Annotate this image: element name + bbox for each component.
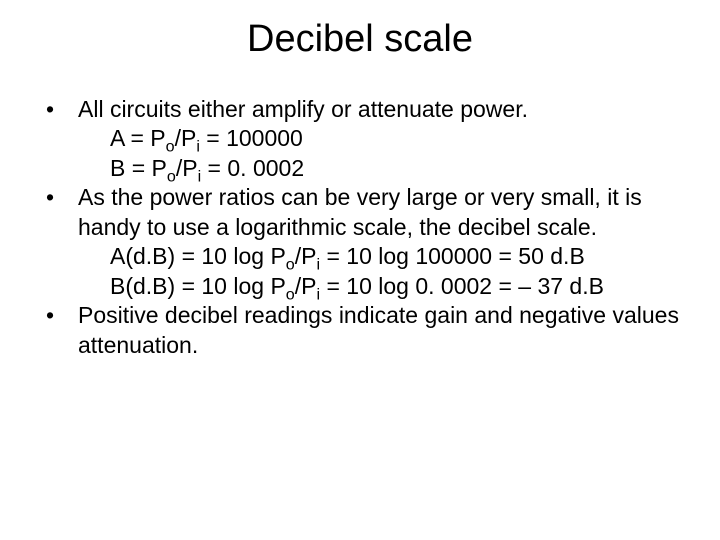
bullet-subline: B(d.B) = 10 log Po/Pi = 10 log 0. 0002 =… <box>40 272 680 301</box>
bullet-marker: • <box>40 183 78 212</box>
slide-body: • All circuits either amplify or attenua… <box>40 95 680 360</box>
bullet-subline: A(d.B) = 10 log Po/Pi = 10 log 100000 = … <box>40 242 680 271</box>
eq-part: /P <box>295 243 317 269</box>
eq-part: /P <box>176 155 198 181</box>
eq-part: = 10 log 100000 = 50 d.B <box>320 243 585 269</box>
bullet-item: • Positive decibel readings indicate gai… <box>40 301 680 360</box>
bullet-marker: • <box>40 301 78 330</box>
bullet-item: • All circuits either amplify or attenua… <box>40 95 680 124</box>
bullet-text: As the power ratios can be very large or… <box>78 183 680 242</box>
bullet-subline: B = Po/Pi = 0. 0002 <box>40 154 680 183</box>
bullet-text: All circuits either amplify or attenuate… <box>78 95 680 124</box>
eq-part: A = P <box>110 125 166 151</box>
bullet-item: • As the power ratios can be very large … <box>40 183 680 242</box>
eq-part: A(d.B) = 10 log P <box>110 243 286 269</box>
eq-part: = 100000 <box>200 125 303 151</box>
bullet-text: Positive decibel readings indicate gain … <box>78 301 680 360</box>
eq-part: = 0. 0002 <box>201 155 304 181</box>
eq-part: B(d.B) = 10 log P <box>110 273 286 299</box>
eq-part: /P <box>295 273 317 299</box>
bullet-subline: A = Po/Pi = 100000 <box>40 124 680 153</box>
slide-title: Decibel scale <box>40 18 680 61</box>
bullet-marker: • <box>40 95 78 124</box>
eq-part: = 10 log 0. 0002 = – 37 d.B <box>320 273 604 299</box>
eq-part: /P <box>175 125 197 151</box>
eq-part: B = P <box>110 155 167 181</box>
